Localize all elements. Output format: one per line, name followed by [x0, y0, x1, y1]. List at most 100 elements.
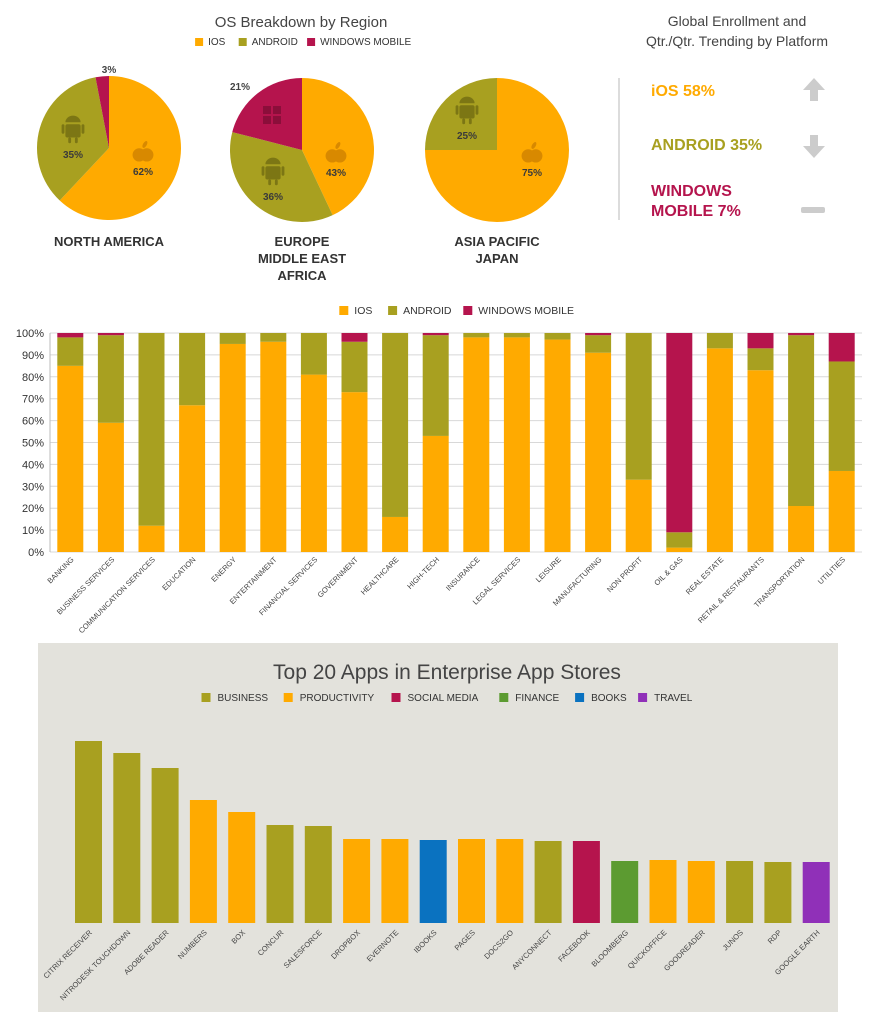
y-tick-label: 10% — [22, 525, 44, 537]
arrow-up-icon — [803, 78, 825, 101]
apple-icon — [325, 142, 347, 163]
legend-swatch-windows-mobile — [307, 38, 316, 46]
bar-ios-transportation — [788, 506, 815, 552]
x-label-high-tech: HIGH-TECH — [405, 555, 441, 591]
pie-slice-ios — [59, 76, 181, 220]
pie-value-label: 21% — [230, 82, 250, 93]
app-bar-evernote — [381, 839, 409, 923]
apps-legend: BUSINESS PRODUCTIVITY SOCIAL MEDIA FINANCE B… — [201, 693, 693, 704]
legend-swatch-productivity — [283, 693, 293, 702]
pie-region-label: EUROPE — [275, 234, 330, 249]
dash-flat-icon — [801, 207, 825, 213]
app-label-docs2go: DOCS2GO — [482, 928, 515, 961]
app-bar-dropbox — [343, 839, 371, 923]
x-label-healthcare: HEALTHCARE — [359, 555, 401, 597]
app-label-rdp: RDP — [766, 928, 784, 946]
apple-icon — [132, 141, 154, 162]
pie-value-label: 3% — [102, 65, 117, 76]
pie-region-label: AFRICA — [277, 268, 327, 283]
app-label-bloomberg: BLOOMBERG — [590, 928, 631, 969]
x-label-government: GOVERNMENT — [316, 555, 361, 600]
legend-label-ios: IOS — [354, 305, 372, 317]
legend-label-travel: TRAVEL — [654, 693, 693, 704]
bar-ios-oil-and-gas — [666, 547, 693, 552]
legend-swatch-social-media — [391, 693, 401, 702]
legend-label-business: BUSINESS — [218, 693, 269, 704]
legend-swatch-finance — [499, 693, 509, 702]
bar-ios-business-services — [97, 422, 124, 552]
pie-section-title: OS Breakdown by Region — [215, 14, 388, 31]
bar-android-financial-services — [300, 333, 327, 375]
x-label-banking: BANKING — [45, 555, 75, 585]
app-label-dropbox: DROPBOX — [329, 928, 362, 961]
bar-android-legal-services — [503, 333, 530, 338]
pie-value-label: 35% — [63, 150, 83, 161]
pie-region-label: JAPAN — [475, 251, 518, 266]
app-bar-quickoffice — [649, 860, 677, 923]
app-label-ibooks: IBOOKS — [412, 928, 439, 955]
y-tick-label: 20% — [22, 503, 44, 515]
apple-icon — [521, 142, 543, 163]
app-bar-box — [228, 812, 256, 923]
pie-slice-android — [37, 77, 110, 201]
apps-chart-title: Top 20 Apps in Enterprise App Stores — [273, 661, 621, 684]
app-bar-google-earth — [802, 862, 830, 923]
industry-stacked-chart: IOS ANDROID WINDOWS MOBILE 0% 10% 20% 30% 40% 5… — [16, 305, 862, 635]
bar-ios-healthcare — [382, 516, 409, 552]
y-tick-label: 80% — [22, 372, 44, 384]
app-label-anyconnect: ANYCONNECT — [510, 928, 554, 972]
bar-windows-mobile-high-tech — [422, 333, 449, 336]
bar-android-communication-services — [138, 333, 165, 526]
bar-ios-retail-and-restaurants — [747, 370, 774, 552]
app-label-salesforce: SALESFORCE — [282, 928, 324, 970]
legend-label-windows-mobile: WINDOWS MOBILE — [320, 37, 411, 48]
app-bar-concur — [266, 825, 294, 923]
top-apps-chart: Top 20 Apps in Enterprise App Stores BUS… — [42, 661, 830, 1002]
legend-swatch-ios — [339, 306, 349, 315]
legend-swatch-books — [575, 693, 585, 702]
bar-ios-leisure — [544, 339, 571, 552]
x-label-non-profit: NON PROFIT — [605, 555, 644, 594]
android-icon — [455, 96, 479, 125]
app-label-junos: JUNOS — [721, 928, 745, 952]
bar-android-utilities — [828, 361, 855, 471]
y-tick-label: 70% — [22, 394, 44, 406]
y-tick-label: 90% — [22, 350, 44, 362]
pie-value-label: 62% — [133, 167, 153, 178]
app-bar-pages — [458, 839, 485, 923]
app-label-box: BOX — [230, 928, 248, 946]
pie-region-label: NORTH AMERICA — [54, 234, 165, 249]
pie-value-label: 25% — [457, 131, 477, 142]
windows-icon — [263, 106, 281, 124]
x-label-education: EDUCATION — [160, 555, 197, 592]
legend-swatch-windows-mobile — [463, 306, 473, 315]
app-bar-goodreader — [687, 861, 715, 923]
legend-swatch-android — [238, 38, 247, 46]
region-pies: 62% 35% 3% NORTH AMERICA 43% 36% 21% EUROPE MIDD… — [37, 65, 569, 283]
app-label-numbers: NUMBERS — [176, 928, 209, 961]
legend-label-books: BOOKS — [591, 693, 627, 704]
bar-android-energy — [219, 333, 246, 344]
trend-windows-label-line2: MOBILE 7% — [651, 203, 741, 220]
stacked-bars — [57, 333, 855, 552]
bar-windows-mobile-transportation — [788, 333, 815, 336]
bar-ios-entertainment — [260, 341, 287, 552]
arrow-down-icon — [803, 135, 825, 158]
trend-android-label: ANDROID 35% — [651, 137, 762, 154]
legend-swatch-business — [201, 693, 211, 702]
bar-android-healthcare — [382, 333, 409, 517]
trend-windows-label-line1: WINDOWS — [651, 183, 732, 200]
bar-windows-mobile-business-services — [97, 333, 124, 336]
bar-android-oil-and-gas — [666, 532, 693, 548]
app-label-evernote: EVERNOTE — [365, 928, 401, 964]
bar-android-business-services — [97, 335, 124, 423]
y-tick-label: 100% — [16, 328, 44, 340]
bar-android-retail-and-restaurants — [747, 348, 774, 371]
x-label-leisure: LEISURE — [534, 555, 563, 584]
app-bar-nitrodesk-touchdown — [113, 753, 141, 923]
legend-swatch-travel — [638, 693, 648, 702]
x-label-energy: ENERGY — [209, 555, 238, 584]
os-breakdown-section: OS Breakdown by Region IOS ANDROID WINDOWS… — [37, 13, 828, 283]
x-label-communication-services: COMMUNICATION SERVICES — [77, 555, 157, 635]
